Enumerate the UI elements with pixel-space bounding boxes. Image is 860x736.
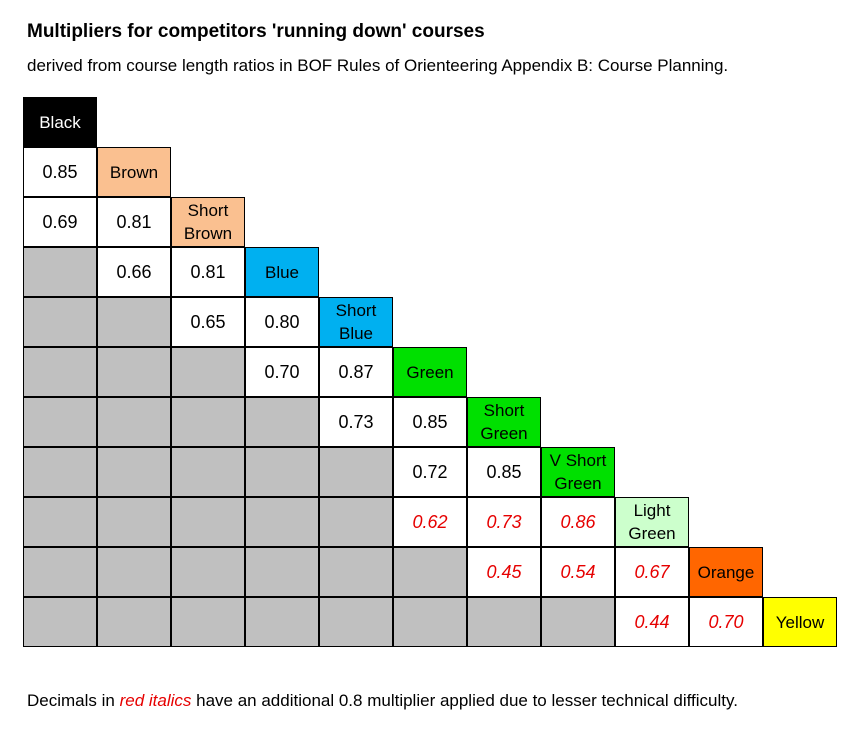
- page-subtitle: derived from course length ratios in BOF…: [27, 56, 729, 75]
- empty-cell: [97, 447, 171, 497]
- course-header-green: Green: [393, 347, 467, 397]
- multiplier-cell: 0.72: [393, 447, 467, 497]
- empty-cell: [245, 497, 319, 547]
- empty-cell: [23, 347, 97, 397]
- multiplier-cell: 0.87: [319, 347, 393, 397]
- empty-cell: [467, 597, 541, 647]
- empty-cell: [319, 497, 393, 547]
- empty-cell: [393, 547, 467, 597]
- footnote-highlight: red italics: [119, 691, 192, 710]
- multiplier-cell: 0.44: [615, 597, 689, 647]
- course-header-orange: Orange: [689, 547, 763, 597]
- multiplier-cell: 0.86: [541, 497, 615, 547]
- empty-cell: [171, 547, 245, 597]
- multiplier-cell: 0.73: [319, 397, 393, 447]
- course-header-brown: Brown: [97, 147, 171, 197]
- multiplier-cell: 0.66: [97, 247, 171, 297]
- empty-cell: [97, 497, 171, 547]
- empty-cell: [23, 297, 97, 347]
- multiplier-cell: 0.70: [245, 347, 319, 397]
- multiplier-cell: 0.67: [615, 547, 689, 597]
- multiplier-cell: 0.81: [97, 197, 171, 247]
- page-title: Multipliers for competitors 'running dow…: [27, 21, 485, 42]
- empty-cell: [23, 547, 97, 597]
- empty-cell: [171, 447, 245, 497]
- multiplier-cell: 0.85: [393, 397, 467, 447]
- course-header-short-blue: Short Blue: [319, 297, 393, 347]
- empty-cell: [171, 397, 245, 447]
- empty-cell: [23, 597, 97, 647]
- empty-cell: [393, 597, 467, 647]
- empty-cell: [245, 547, 319, 597]
- multiplier-cell: 0.70: [689, 597, 763, 647]
- empty-cell: [171, 597, 245, 647]
- multiplier-cell: 0.62: [393, 497, 467, 547]
- course-header-blue: Blue: [245, 247, 319, 297]
- empty-cell: [245, 397, 319, 447]
- multiplier-cell: 0.80: [245, 297, 319, 347]
- empty-cell: [541, 597, 615, 647]
- empty-cell: [97, 397, 171, 447]
- footnote-prefix: Decimals in: [27, 691, 120, 710]
- empty-cell: [245, 447, 319, 497]
- course-header-short-green: Short Green: [467, 397, 541, 447]
- course-header-light-green: Light Green: [615, 497, 689, 547]
- course-header-v-short-green: V Short Green: [541, 447, 615, 497]
- multiplier-cell: 0.65: [171, 297, 245, 347]
- empty-cell: [171, 347, 245, 397]
- empty-cell: [23, 397, 97, 447]
- empty-cell: [319, 547, 393, 597]
- empty-cell: [171, 497, 245, 547]
- footnote: Decimals in red italics have an addition…: [27, 691, 738, 711]
- multiplier-cell: 0.54: [541, 547, 615, 597]
- multiplier-cell: 0.45: [467, 547, 541, 597]
- empty-cell: [319, 447, 393, 497]
- multiplier-cell: 0.73: [467, 497, 541, 547]
- course-header-short-brown: Short Brown: [171, 197, 245, 247]
- empty-cell: [23, 247, 97, 297]
- empty-cell: [23, 447, 97, 497]
- empty-cell: [23, 497, 97, 547]
- multiplier-cell: 0.85: [467, 447, 541, 497]
- empty-cell: [97, 597, 171, 647]
- empty-cell: [97, 347, 171, 397]
- empty-cell: [97, 297, 171, 347]
- empty-cell: [319, 597, 393, 647]
- footnote-suffix: have an additional 0.8 multiplier applie…: [191, 691, 738, 710]
- multiplier-cell: 0.85: [23, 147, 97, 197]
- course-header-black: Black: [23, 97, 97, 147]
- empty-cell: [97, 547, 171, 597]
- multiplier-table: Black 0.85 Brown 0.69 0.81 Short Brown 0.66 0.8…: [23, 97, 839, 647]
- empty-cell: [245, 597, 319, 647]
- course-header-yellow: Yellow: [763, 597, 837, 647]
- multiplier-cell: 0.81: [171, 247, 245, 297]
- multiplier-cell: 0.69: [23, 197, 97, 247]
